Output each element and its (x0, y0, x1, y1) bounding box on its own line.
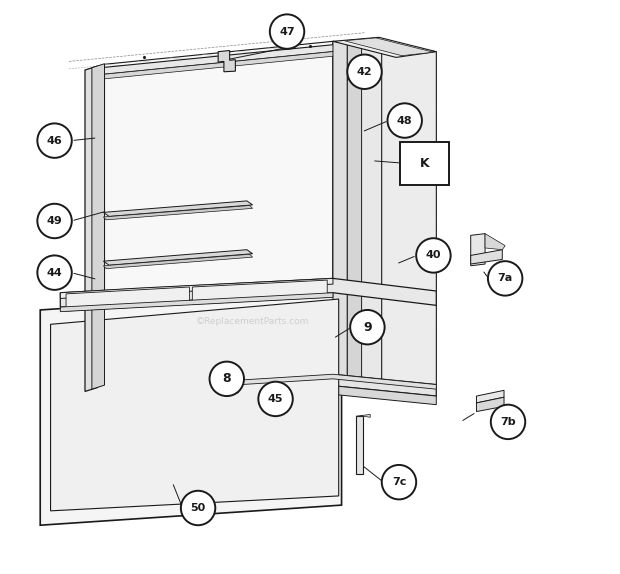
Text: K: K (420, 157, 430, 170)
Circle shape (259, 382, 293, 416)
Circle shape (181, 491, 215, 525)
Circle shape (210, 362, 244, 396)
Text: 45: 45 (268, 394, 283, 404)
Text: 7c: 7c (392, 477, 406, 487)
Polygon shape (89, 40, 379, 76)
Polygon shape (221, 379, 238, 394)
Text: 49: 49 (46, 216, 63, 226)
Text: 9: 9 (363, 321, 372, 333)
Polygon shape (333, 41, 347, 377)
Polygon shape (476, 390, 504, 403)
Circle shape (416, 238, 451, 273)
Polygon shape (105, 41, 333, 399)
Text: 48: 48 (397, 115, 412, 126)
Circle shape (350, 310, 384, 344)
Circle shape (488, 261, 523, 296)
Polygon shape (476, 397, 504, 412)
Polygon shape (92, 64, 105, 389)
Text: 46: 46 (46, 135, 63, 146)
Text: 40: 40 (426, 250, 441, 261)
Polygon shape (471, 234, 485, 266)
Polygon shape (104, 254, 252, 269)
Polygon shape (356, 414, 370, 417)
Polygon shape (66, 287, 190, 311)
Polygon shape (356, 416, 363, 474)
Circle shape (37, 204, 72, 238)
Circle shape (37, 255, 72, 290)
Polygon shape (60, 278, 436, 307)
Polygon shape (192, 280, 327, 304)
Circle shape (388, 103, 422, 138)
Polygon shape (104, 201, 252, 216)
Polygon shape (51, 299, 339, 511)
Polygon shape (241, 374, 436, 389)
Polygon shape (85, 66, 97, 391)
Polygon shape (104, 250, 252, 265)
Text: ©ReplacementParts.com: ©ReplacementParts.com (196, 317, 309, 326)
Polygon shape (382, 46, 436, 386)
Text: 42: 42 (356, 67, 373, 77)
Text: 47: 47 (279, 26, 295, 37)
FancyBboxPatch shape (400, 142, 450, 185)
Text: 44: 44 (46, 267, 63, 278)
Polygon shape (60, 293, 333, 312)
Polygon shape (218, 51, 236, 72)
Polygon shape (345, 38, 433, 56)
Polygon shape (40, 290, 342, 525)
Polygon shape (333, 37, 436, 57)
Text: 7a: 7a (497, 273, 513, 284)
Polygon shape (333, 41, 436, 386)
Polygon shape (104, 205, 252, 220)
Circle shape (37, 123, 72, 158)
Text: 50: 50 (190, 503, 206, 513)
Circle shape (270, 14, 304, 49)
Polygon shape (485, 234, 505, 250)
Circle shape (347, 55, 382, 89)
Polygon shape (471, 250, 502, 264)
Text: 8: 8 (223, 373, 231, 385)
Text: 7b: 7b (500, 417, 516, 427)
Polygon shape (347, 42, 361, 378)
Polygon shape (89, 47, 379, 80)
Polygon shape (60, 278, 333, 298)
Circle shape (491, 405, 525, 439)
Polygon shape (89, 386, 436, 405)
Polygon shape (89, 374, 436, 396)
Circle shape (382, 465, 416, 499)
Polygon shape (361, 44, 382, 381)
